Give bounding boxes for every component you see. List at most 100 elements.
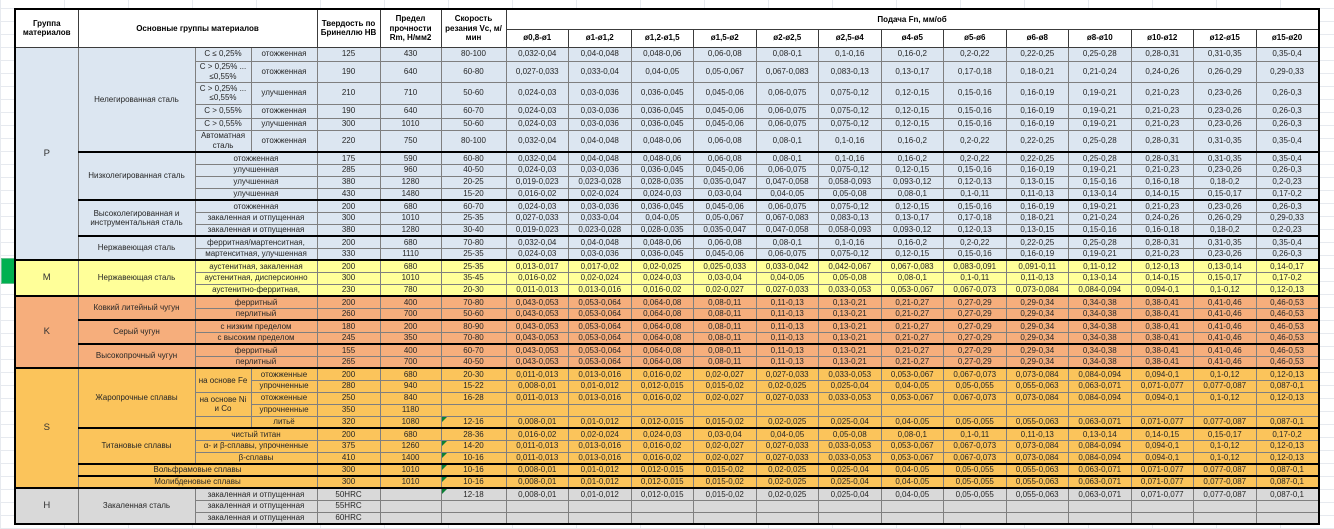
table-cell[interactable]: 0,053-0,064 <box>568 319 632 333</box>
table-cell[interactable]: 0,27-0,29 <box>943 355 1007 369</box>
table-cell[interactable]: 0,067-0,083 <box>755 60 820 83</box>
table-cell[interactable]: 0,023-0,028 <box>568 223 632 237</box>
table-cell[interactable]: 200 <box>379 319 442 333</box>
table-cell[interactable]: 30-40 <box>440 223 507 237</box>
table-cell[interactable]: 0,093-0,12 <box>880 223 945 237</box>
table-cell[interactable]: 0,26-0,3 <box>1255 81 1320 105</box>
table-cell[interactable]: 0,013-0,016 <box>568 439 632 453</box>
table-cell[interactable]: 0,28-0,31 <box>1130 46 1195 62</box>
table-cell[interactable]: 0,06-0,075 <box>755 103 820 119</box>
table-cell[interactable]: 0,26-0,3 <box>1255 199 1320 213</box>
table-cell[interactable]: 0,064-0,08 <box>630 343 695 357</box>
table-cell[interactable]: 0,13-0,21 <box>818 295 882 309</box>
table-cell[interactable]: 400 <box>379 295 442 309</box>
table-cell[interactable] <box>1193 511 1257 525</box>
table-cell[interactable]: 0,04-0,05 <box>755 427 820 441</box>
table-cell[interactable]: аустенитно-ферритная, <box>194 283 318 297</box>
table-cell[interactable]: 0,071-0,077 <box>1130 415 1195 429</box>
table-cell[interactable]: 0,29-0,34 <box>1005 319 1070 333</box>
table-cell[interactable]: 0,067-0,083 <box>880 259 945 273</box>
table-cell[interactable]: 0,15-0,16 <box>943 163 1007 177</box>
table-cell[interactable]: 960 <box>379 163 442 177</box>
table-cell[interactable]: 0,05-0,08 <box>818 427 882 441</box>
table-cell[interactable]: 0,08-0,11 <box>693 331 757 345</box>
table-cell[interactable]: 0,012-0,015 <box>630 487 695 501</box>
table-cell[interactable]: 780 <box>379 283 442 297</box>
table-cell[interactable]: закаленная и отпущенная <box>194 511 318 525</box>
table-cell[interactable]: 0,16-0,19 <box>1005 117 1070 131</box>
table-cell[interactable]: 700 <box>379 355 442 369</box>
table-cell[interactable]: 0,027-0,033 <box>755 451 820 465</box>
table-cell[interactable]: 0,29-0,33 <box>1255 60 1320 83</box>
table-cell[interactable]: 0,26-0,3 <box>1255 247 1320 261</box>
table-cell[interactable]: 0,02-0,025 <box>630 259 695 273</box>
table-cell[interactable]: закаленная и отпущенная <box>194 499 318 513</box>
header-diameter[interactable]: ø1-ø1,2 <box>568 28 632 48</box>
table-cell[interactable]: 0,02-0,024 <box>568 271 632 285</box>
table-cell[interactable]: 0,08-0,11 <box>693 319 757 333</box>
table-cell[interactable]: 0,036-0,045 <box>630 163 695 177</box>
table-cell[interactable]: 0,027-0,033 <box>505 60 570 83</box>
table-cell[interactable]: 70-80 <box>440 331 507 345</box>
table-cell[interactable]: 0,032-0,04 <box>505 46 570 62</box>
green-highlight-cell[interactable] <box>1 258 15 284</box>
table-cell[interactable]: 0,46-0,53 <box>1255 295 1320 309</box>
table-cell[interactable]: 0,18-0,2 <box>1193 223 1257 237</box>
table-cell[interactable]: 0,23-0,26 <box>1193 81 1257 105</box>
table-cell[interactable]: 0,013-0,016 <box>568 367 632 381</box>
table-cell[interactable]: 0,011-0,013 <box>505 439 570 453</box>
table-cell[interactable]: 0,04-0,05 <box>880 487 945 501</box>
table-cell[interactable]: 0,16-0,19 <box>1005 247 1070 261</box>
table-cell[interactable]: 0,02-0,027 <box>693 391 757 405</box>
table-cell[interactable]: 0,1-0,12 <box>1193 391 1257 405</box>
table-cell[interactable]: 0,38-0,41 <box>1130 331 1195 345</box>
table-cell[interactable]: 0,21-0,23 <box>1130 81 1195 105</box>
table-cell[interactable]: 0,08-0,11 <box>693 307 757 321</box>
table-cell[interactable]: 0,087-0,1 <box>1255 415 1320 429</box>
table-cell[interactable]: 0,06-0,075 <box>755 199 820 213</box>
table-cell[interactable]: 0,025-0,04 <box>818 475 882 489</box>
table-cell[interactable]: 0,38-0,41 <box>1130 295 1195 309</box>
table-cell[interactable] <box>1130 511 1195 525</box>
table-cell[interactable]: 0,008-0,01 <box>505 475 570 489</box>
table-cell[interactable]: 190 <box>316 60 381 83</box>
table-cell[interactable]: закаленная и отпущенная <box>194 223 318 237</box>
table-cell[interactable]: Нержавеющая сталь <box>77 235 196 261</box>
table-cell[interactable]: α- и β-сплавы, упрочненные <box>194 439 318 453</box>
table-cell[interactable]: 0,091-0,11 <box>1005 259 1070 273</box>
table-cell[interactable]: аустенитная, закаленная <box>194 259 318 273</box>
table-cell[interactable]: 0,13-0,21 <box>818 331 882 345</box>
header-diameter[interactable]: ø6-ø8 <box>1005 28 1070 48</box>
table-cell[interactable]: 0,036-0,045 <box>630 199 695 213</box>
table-cell[interactable]: 0,08-0,1 <box>755 235 820 249</box>
table-cell[interactable]: 0,02-0,025 <box>755 475 820 489</box>
table-cell[interactable]: 0,043-0,053 <box>505 319 570 333</box>
table-cell[interactable]: 0,03-0,04 <box>693 427 757 441</box>
table-cell[interactable]: Ковкий литейный чугун <box>77 295 196 321</box>
table-cell[interactable]: 0,06-0,08 <box>693 46 757 62</box>
table-cell[interactable]: отожженная <box>250 129 318 153</box>
table-cell[interactable]: 0,2-0,23 <box>1255 223 1320 237</box>
table-cell[interactable] <box>693 403 757 417</box>
table-cell[interactable]: 0,024-0,03 <box>505 103 570 119</box>
table-cell[interactable]: 380 <box>316 223 381 237</box>
table-cell[interactable]: 0,02-0,027 <box>693 451 757 465</box>
table-cell[interactable]: 0,033-0,053 <box>818 283 882 297</box>
table-cell[interactable]: закаленная и отпущенная <box>194 211 318 225</box>
table-cell[interactable]: 0,073-0,084 <box>1005 283 1070 297</box>
header-cutting-speed[interactable]: Скорость резания Vc, м/мин <box>440 8 507 48</box>
table-cell[interactable]: 200 <box>316 295 381 309</box>
table-cell[interactable]: 0,084-0,094 <box>1068 391 1132 405</box>
table-cell[interactable]: 245 <box>316 331 381 345</box>
table-cell[interactable]: 0,41-0,46 <box>1193 295 1257 309</box>
table-cell[interactable]: 0,011-0,013 <box>505 391 570 405</box>
table-cell[interactable]: 0,08-0,11 <box>693 343 757 357</box>
table-cell[interactable]: 0,015-0,02 <box>693 415 757 429</box>
table-cell[interactable]: 0,21-0,27 <box>880 319 945 333</box>
table-cell[interactable]: улучшенная <box>194 163 318 177</box>
table-cell[interactable]: 0,03-0,036 <box>568 81 632 105</box>
table-cell[interactable]: 0,036-0,045 <box>630 81 695 105</box>
table-cell[interactable]: 0,045-0,06 <box>693 199 757 213</box>
table-cell[interactable]: 0,03-0,04 <box>693 187 757 201</box>
table-cell[interactable]: 0,1-0,12 <box>1193 283 1257 297</box>
